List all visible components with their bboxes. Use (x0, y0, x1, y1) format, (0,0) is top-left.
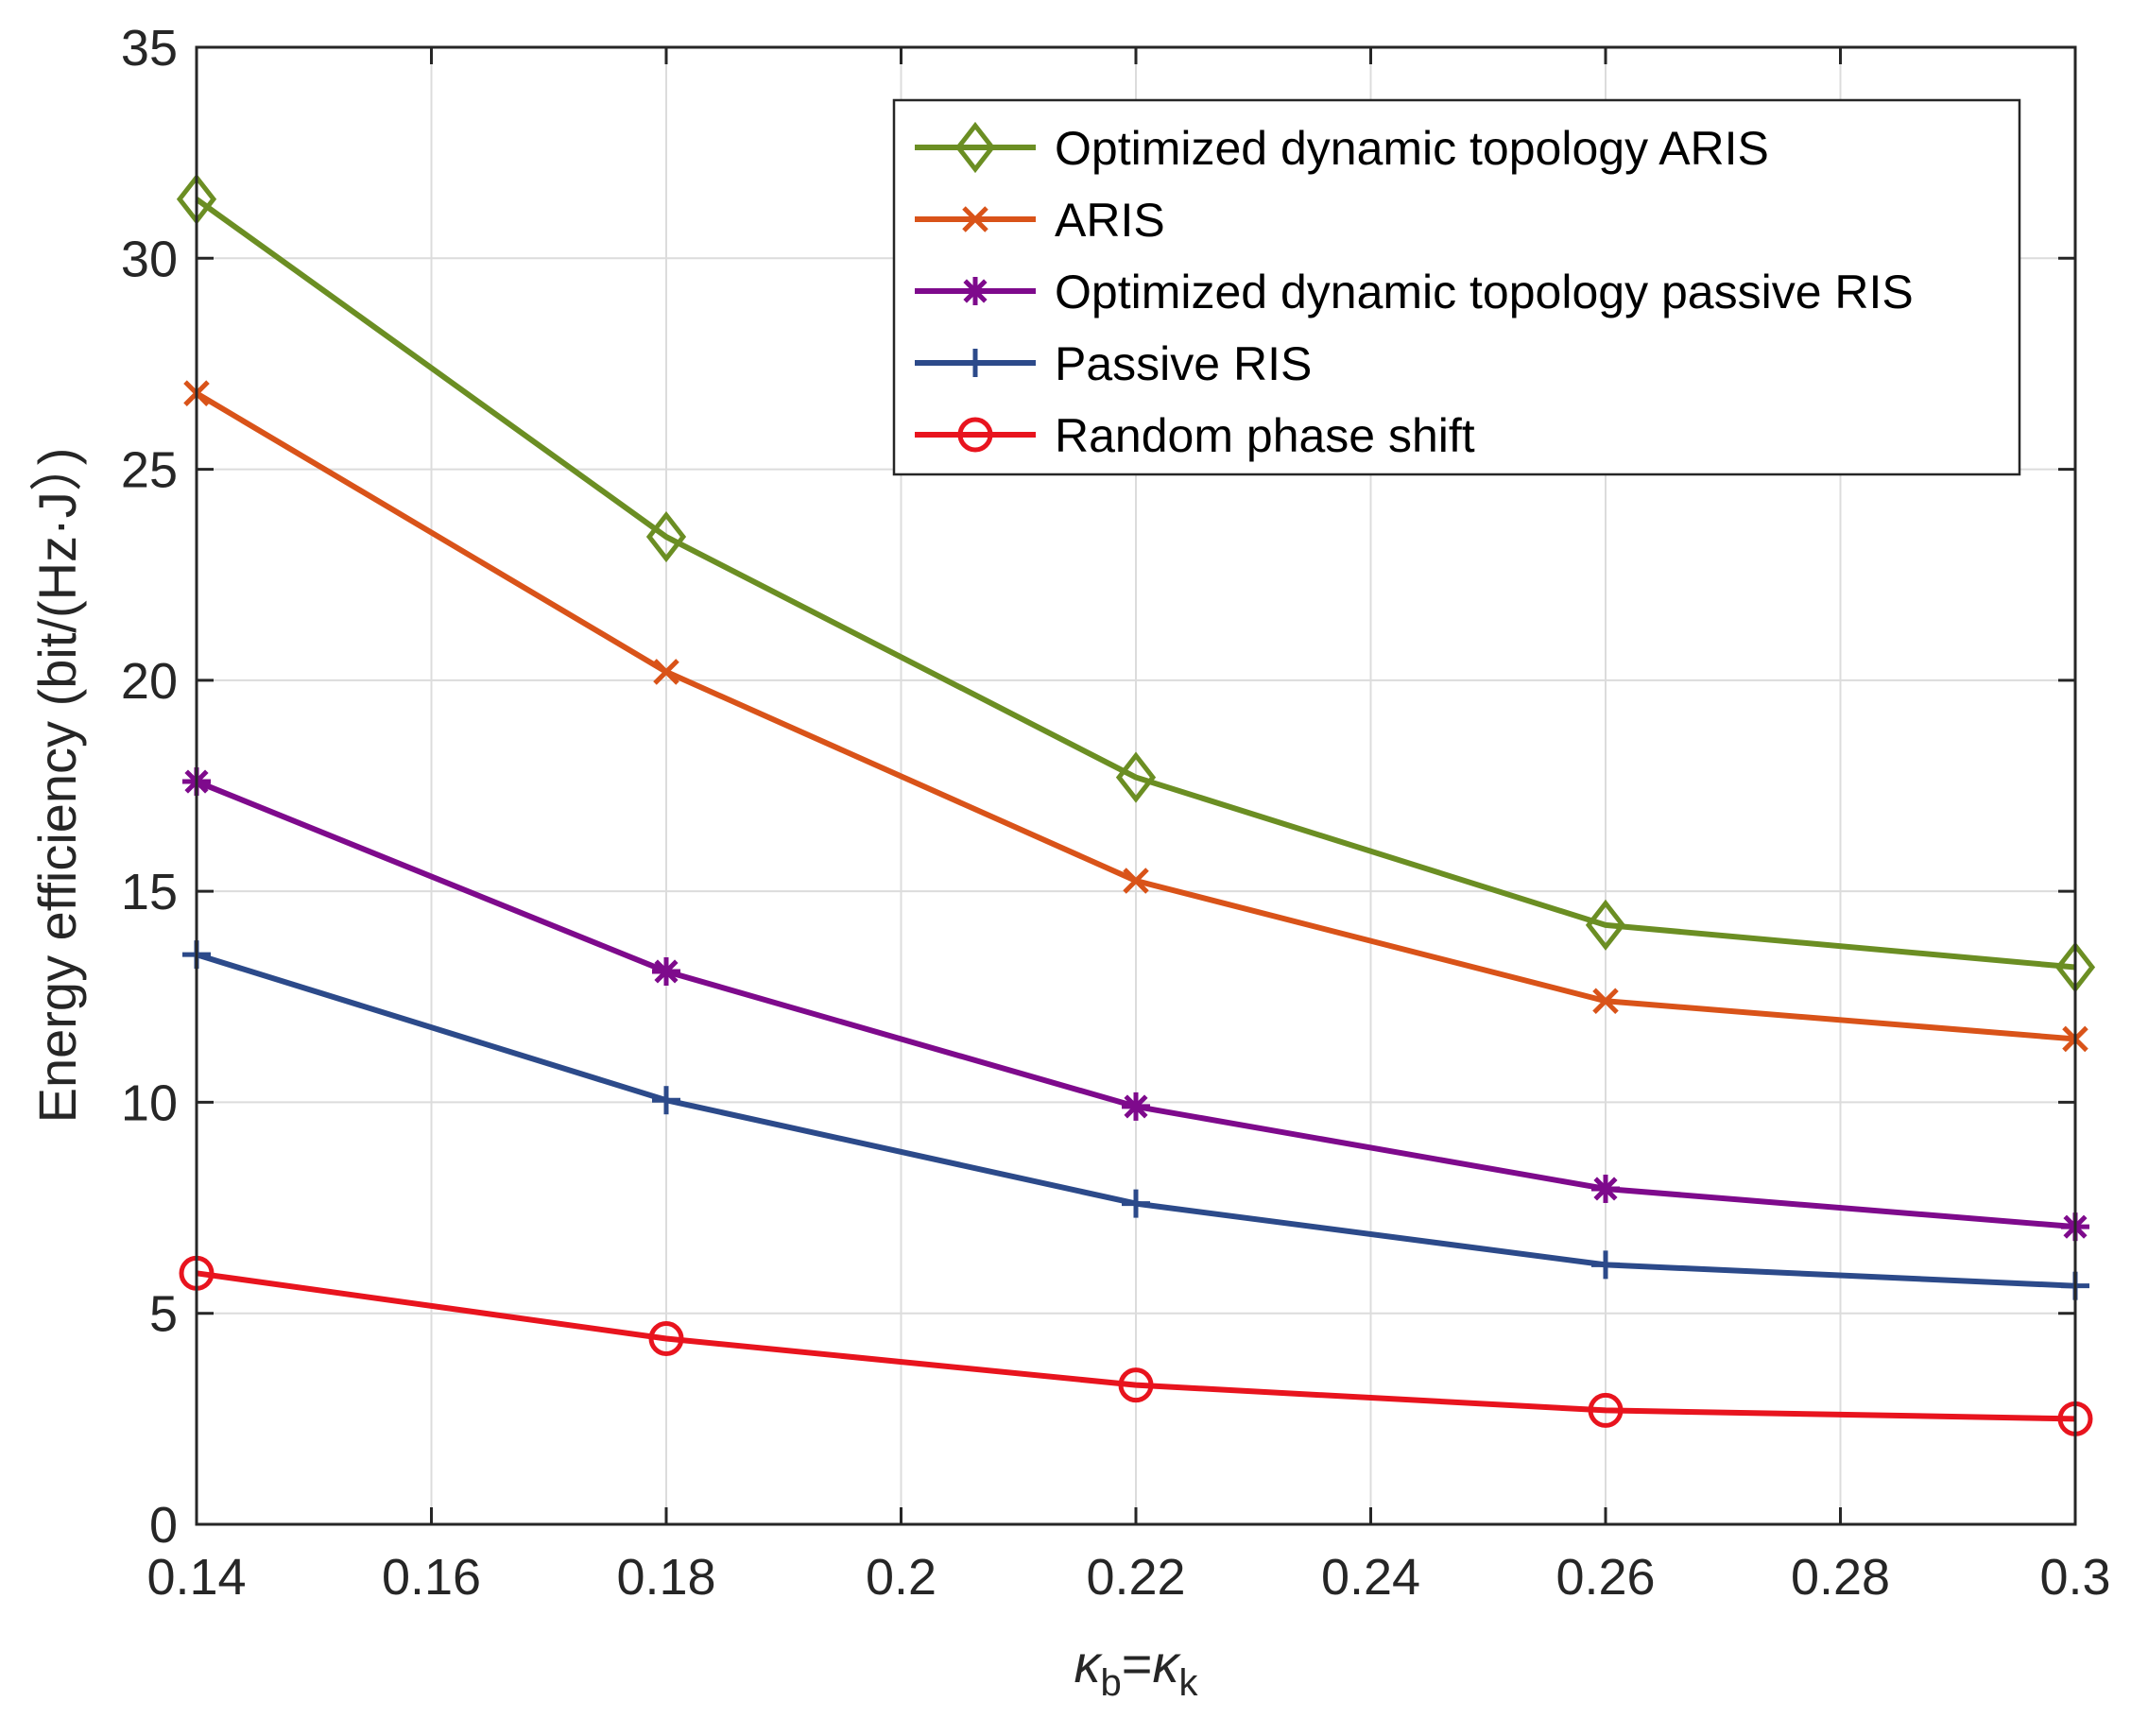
x-label-sub-b: b (1101, 1662, 1122, 1704)
series-1 (176, 173, 2096, 993)
data-point (1588, 1392, 1624, 1428)
series-line (196, 1270, 2076, 1422)
x-tick-label: 0.14 (146, 1549, 246, 1606)
data-point (1585, 899, 1626, 951)
legend-marker (961, 277, 989, 305)
y-tick-label: 0 (149, 1497, 178, 1554)
star-marker-stroke (963, 279, 988, 303)
diamond-marker-shape (954, 121, 996, 174)
star-marker-stroke (1593, 1177, 1618, 1201)
x-marker-stroke (1123, 868, 1149, 894)
x-tick-label: 0.26 (1555, 1549, 1655, 1606)
legend-entry: Random phase shift (915, 409, 1475, 462)
y-tick-label: 20 (121, 653, 178, 710)
diamond-marker-shape (1585, 899, 1626, 951)
diamond-marker-shape (1115, 751, 1157, 803)
diamond-marker-shape (645, 510, 687, 563)
data-point (648, 1321, 684, 1357)
x-tick-label: 0.22 (1086, 1549, 1185, 1606)
x-label-kappa-1: κ (1074, 1634, 1104, 1693)
data-point (645, 510, 687, 563)
legend-marker (961, 349, 989, 377)
y-tick-label: 25 (121, 442, 178, 499)
data-point (653, 659, 679, 685)
data-point (1118, 1367, 1154, 1403)
data-point (1592, 988, 1619, 1015)
legend-label: Random phase shift (1055, 409, 1475, 462)
legend-marker (962, 206, 988, 232)
x-label-equals: = (1122, 1634, 1153, 1693)
x-tick-label: 0.18 (616, 1549, 715, 1606)
series-line (195, 197, 2076, 971)
legend-marker (957, 417, 993, 453)
x-tick-label: 0.28 (1791, 1549, 1890, 1606)
x-axis-label: κb=κk (1074, 1634, 1199, 1704)
data-point (652, 956, 680, 986)
x-marker-stroke (653, 659, 679, 685)
legend-entry: Optimized dynamic topology ARIS (915, 121, 1769, 175)
circle-marker-shape (648, 1321, 684, 1357)
legend-marker (954, 121, 996, 174)
legend-entry: Optimized dynamic topology passive RIS (915, 266, 1914, 318)
series-4 (182, 940, 2089, 1300)
legend-label: Optimized dynamic topology passive RIS (1055, 266, 1914, 318)
y-tick-label: 35 (121, 20, 178, 77)
data-point (1122, 1189, 1150, 1218)
circle-marker-shape (1118, 1367, 1154, 1403)
star-marker-stroke (654, 959, 679, 984)
data-point (1123, 868, 1149, 894)
series-lines (176, 173, 2096, 1436)
legend-box (892, 98, 2021, 476)
data-point (652, 1086, 680, 1115)
star-marker-stroke (1124, 1094, 1148, 1119)
x-tick-label: 0.24 (1321, 1549, 1420, 1606)
data-point (1591, 1174, 1620, 1203)
y-tick-label: 15 (121, 864, 178, 920)
axis-ticks (195, 45, 2077, 1526)
x-label-sub-k: k (1178, 1662, 1198, 1704)
x-tick-label: 0.3 (2039, 1549, 2110, 1606)
y-axis-label: Energy efficiency (bit/(Hz·J）) (27, 448, 87, 1124)
legend-label: ARIS (1055, 194, 1165, 247)
data-point (1591, 1250, 1620, 1280)
legend-entry: Passive RIS (915, 337, 1312, 390)
circle-marker-shape (1588, 1392, 1624, 1428)
y-tick-label: 10 (121, 1074, 178, 1131)
circle-marker-shape (957, 417, 993, 453)
legend-entry: ARIS (915, 194, 1165, 247)
series-3 (182, 767, 2089, 1242)
data-point (1122, 1091, 1150, 1121)
legend-label: Optimized dynamic topology ARIS (1055, 122, 1769, 175)
legend-label: Passive RIS (1055, 337, 1312, 390)
tick-labels: 0.14 0.16 0.18 0.2 0.22 0.24 0.26 0.28 0.3 0 5 10 15… (121, 20, 2111, 1606)
x-label-kappa-2: κ (1152, 1634, 1181, 1693)
x-tick-label: 0.2 (866, 1549, 937, 1606)
legend: Optimized dynamic topology ARIS ARIS Optim… (892, 98, 2021, 476)
y-tick-label: 30 (121, 231, 178, 287)
x-marker-stroke (962, 206, 988, 232)
y-tick-label: 5 (149, 1286, 178, 1343)
x-tick-label: 0.16 (382, 1549, 481, 1606)
data-point (1115, 751, 1157, 803)
x-marker-stroke (1592, 988, 1619, 1015)
